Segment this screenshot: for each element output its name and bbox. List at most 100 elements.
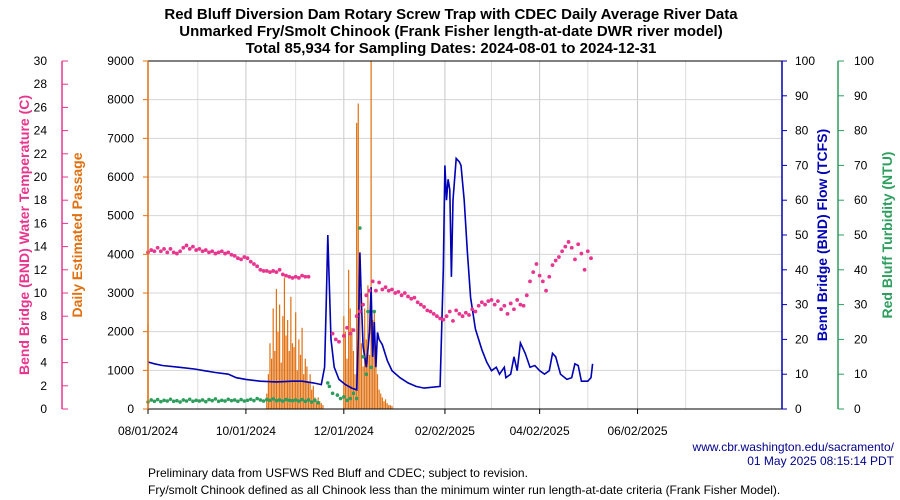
temperature-point xyxy=(473,309,478,314)
passage-bar xyxy=(370,61,372,409)
temperature-tick-label: 6 xyxy=(40,332,47,346)
passage-bar xyxy=(383,401,385,409)
temperature-point xyxy=(441,317,446,322)
passage-bar xyxy=(378,389,380,409)
turbidity-point xyxy=(309,400,314,404)
x-tick-label: 10/01/2024 xyxy=(216,424,276,438)
temperature-point xyxy=(351,328,356,333)
turbidity-point xyxy=(358,226,362,230)
temperature-point xyxy=(207,250,211,255)
turbidity-tick-label: 20 xyxy=(854,332,868,346)
temperature-point xyxy=(470,307,475,312)
turbidity-point xyxy=(261,399,266,403)
temperature-point xyxy=(589,256,593,261)
passage-bar xyxy=(304,358,306,409)
turbidity-point xyxy=(351,391,356,396)
temperature-point xyxy=(181,245,186,250)
turbidity-point xyxy=(342,395,346,399)
turbidity-point xyxy=(239,397,243,402)
turbidity-point xyxy=(338,396,343,401)
temperature-tick-label: 30 xyxy=(34,54,48,68)
turbidity-point xyxy=(303,399,308,404)
turbidity-series xyxy=(146,226,377,405)
temperature-tick-label: 4 xyxy=(40,356,47,370)
temperature-point xyxy=(271,269,276,273)
passage-bar xyxy=(386,403,388,409)
flow-tick-label: 60 xyxy=(795,193,809,207)
passage-bar xyxy=(314,397,316,409)
passage-bar xyxy=(384,399,387,409)
temperature-point xyxy=(454,308,459,313)
turbidity-point xyxy=(335,393,340,397)
turbidity-tick-label: 90 xyxy=(854,89,868,103)
temperature-point xyxy=(194,248,199,252)
turbidity-point xyxy=(313,398,317,403)
flow-tick-label: 90 xyxy=(795,89,809,103)
passage-bar xyxy=(309,374,311,409)
temperature-point xyxy=(361,302,365,307)
temperature-point xyxy=(579,251,584,256)
turbidity-tick-label: 0 xyxy=(854,402,861,416)
flow-tick-label: 20 xyxy=(795,332,809,346)
passage-bar xyxy=(381,397,383,409)
passage-bar xyxy=(298,339,300,409)
flow-series xyxy=(147,156,594,392)
temperature-point xyxy=(425,308,430,313)
temperature-point xyxy=(158,249,163,254)
passage-bar xyxy=(346,358,348,409)
flow-tick-label: 30 xyxy=(795,298,809,312)
turbidity-point xyxy=(152,399,157,404)
temperature-point xyxy=(399,293,404,298)
grid xyxy=(147,60,782,410)
temperature-point xyxy=(508,301,513,306)
turbidity-point xyxy=(281,399,285,403)
passage-bar xyxy=(375,358,377,409)
turbidity-point xyxy=(248,397,253,402)
turbidity-point xyxy=(213,397,218,401)
temperature-point xyxy=(152,249,157,254)
temperature-point xyxy=(528,279,532,284)
passage-bar xyxy=(376,374,379,409)
passage-bar xyxy=(322,405,324,409)
passage-tick-label: 7000 xyxy=(107,131,134,145)
passage-bar xyxy=(311,389,313,409)
temperature-point xyxy=(252,262,256,266)
passage-bar xyxy=(282,316,284,409)
turbidity-point xyxy=(330,391,335,396)
temperature-point xyxy=(444,314,449,319)
passage-bar xyxy=(351,327,353,409)
turbidity-point xyxy=(162,398,166,403)
temperature-point xyxy=(197,247,202,251)
footnote-2: Fry/smolt Chinook defined as all Chinook… xyxy=(148,483,780,497)
passage-tick-label: 4000 xyxy=(107,247,134,261)
passage-bar xyxy=(391,405,393,409)
passage-bar xyxy=(283,277,286,409)
temperature-series xyxy=(146,240,593,344)
temperature-point xyxy=(235,256,240,261)
turbidity-point xyxy=(258,398,263,402)
temperature-point xyxy=(300,273,304,278)
passage-bar xyxy=(357,103,359,410)
temperature-point xyxy=(248,259,253,264)
temperature-point xyxy=(390,287,394,292)
axes: 08/01/2024 10/01/2024 12/01/2024 02/02/2025… xyxy=(34,54,875,438)
temperature-tick-label: 28 xyxy=(34,77,48,91)
turbidity-point xyxy=(290,398,295,403)
temperature-point xyxy=(422,305,426,309)
temperature-point xyxy=(226,250,231,255)
passage-bar xyxy=(354,374,356,409)
turbidity-point xyxy=(274,398,279,403)
passage-bar xyxy=(315,401,318,409)
temperature-point xyxy=(418,302,423,307)
turbidity-point xyxy=(149,398,154,402)
temperature-point xyxy=(242,255,247,259)
turbidity-point xyxy=(184,399,189,403)
passage-bar xyxy=(270,358,273,409)
x-tick-label: 06/02/2025 xyxy=(608,424,668,438)
passage-bar xyxy=(380,393,382,409)
temperature-tick-label: 2 xyxy=(40,379,47,393)
turbidity-point xyxy=(255,396,259,401)
turbidity-point xyxy=(293,398,298,402)
turbidity-point xyxy=(210,398,215,403)
turbidity-point xyxy=(271,397,275,401)
